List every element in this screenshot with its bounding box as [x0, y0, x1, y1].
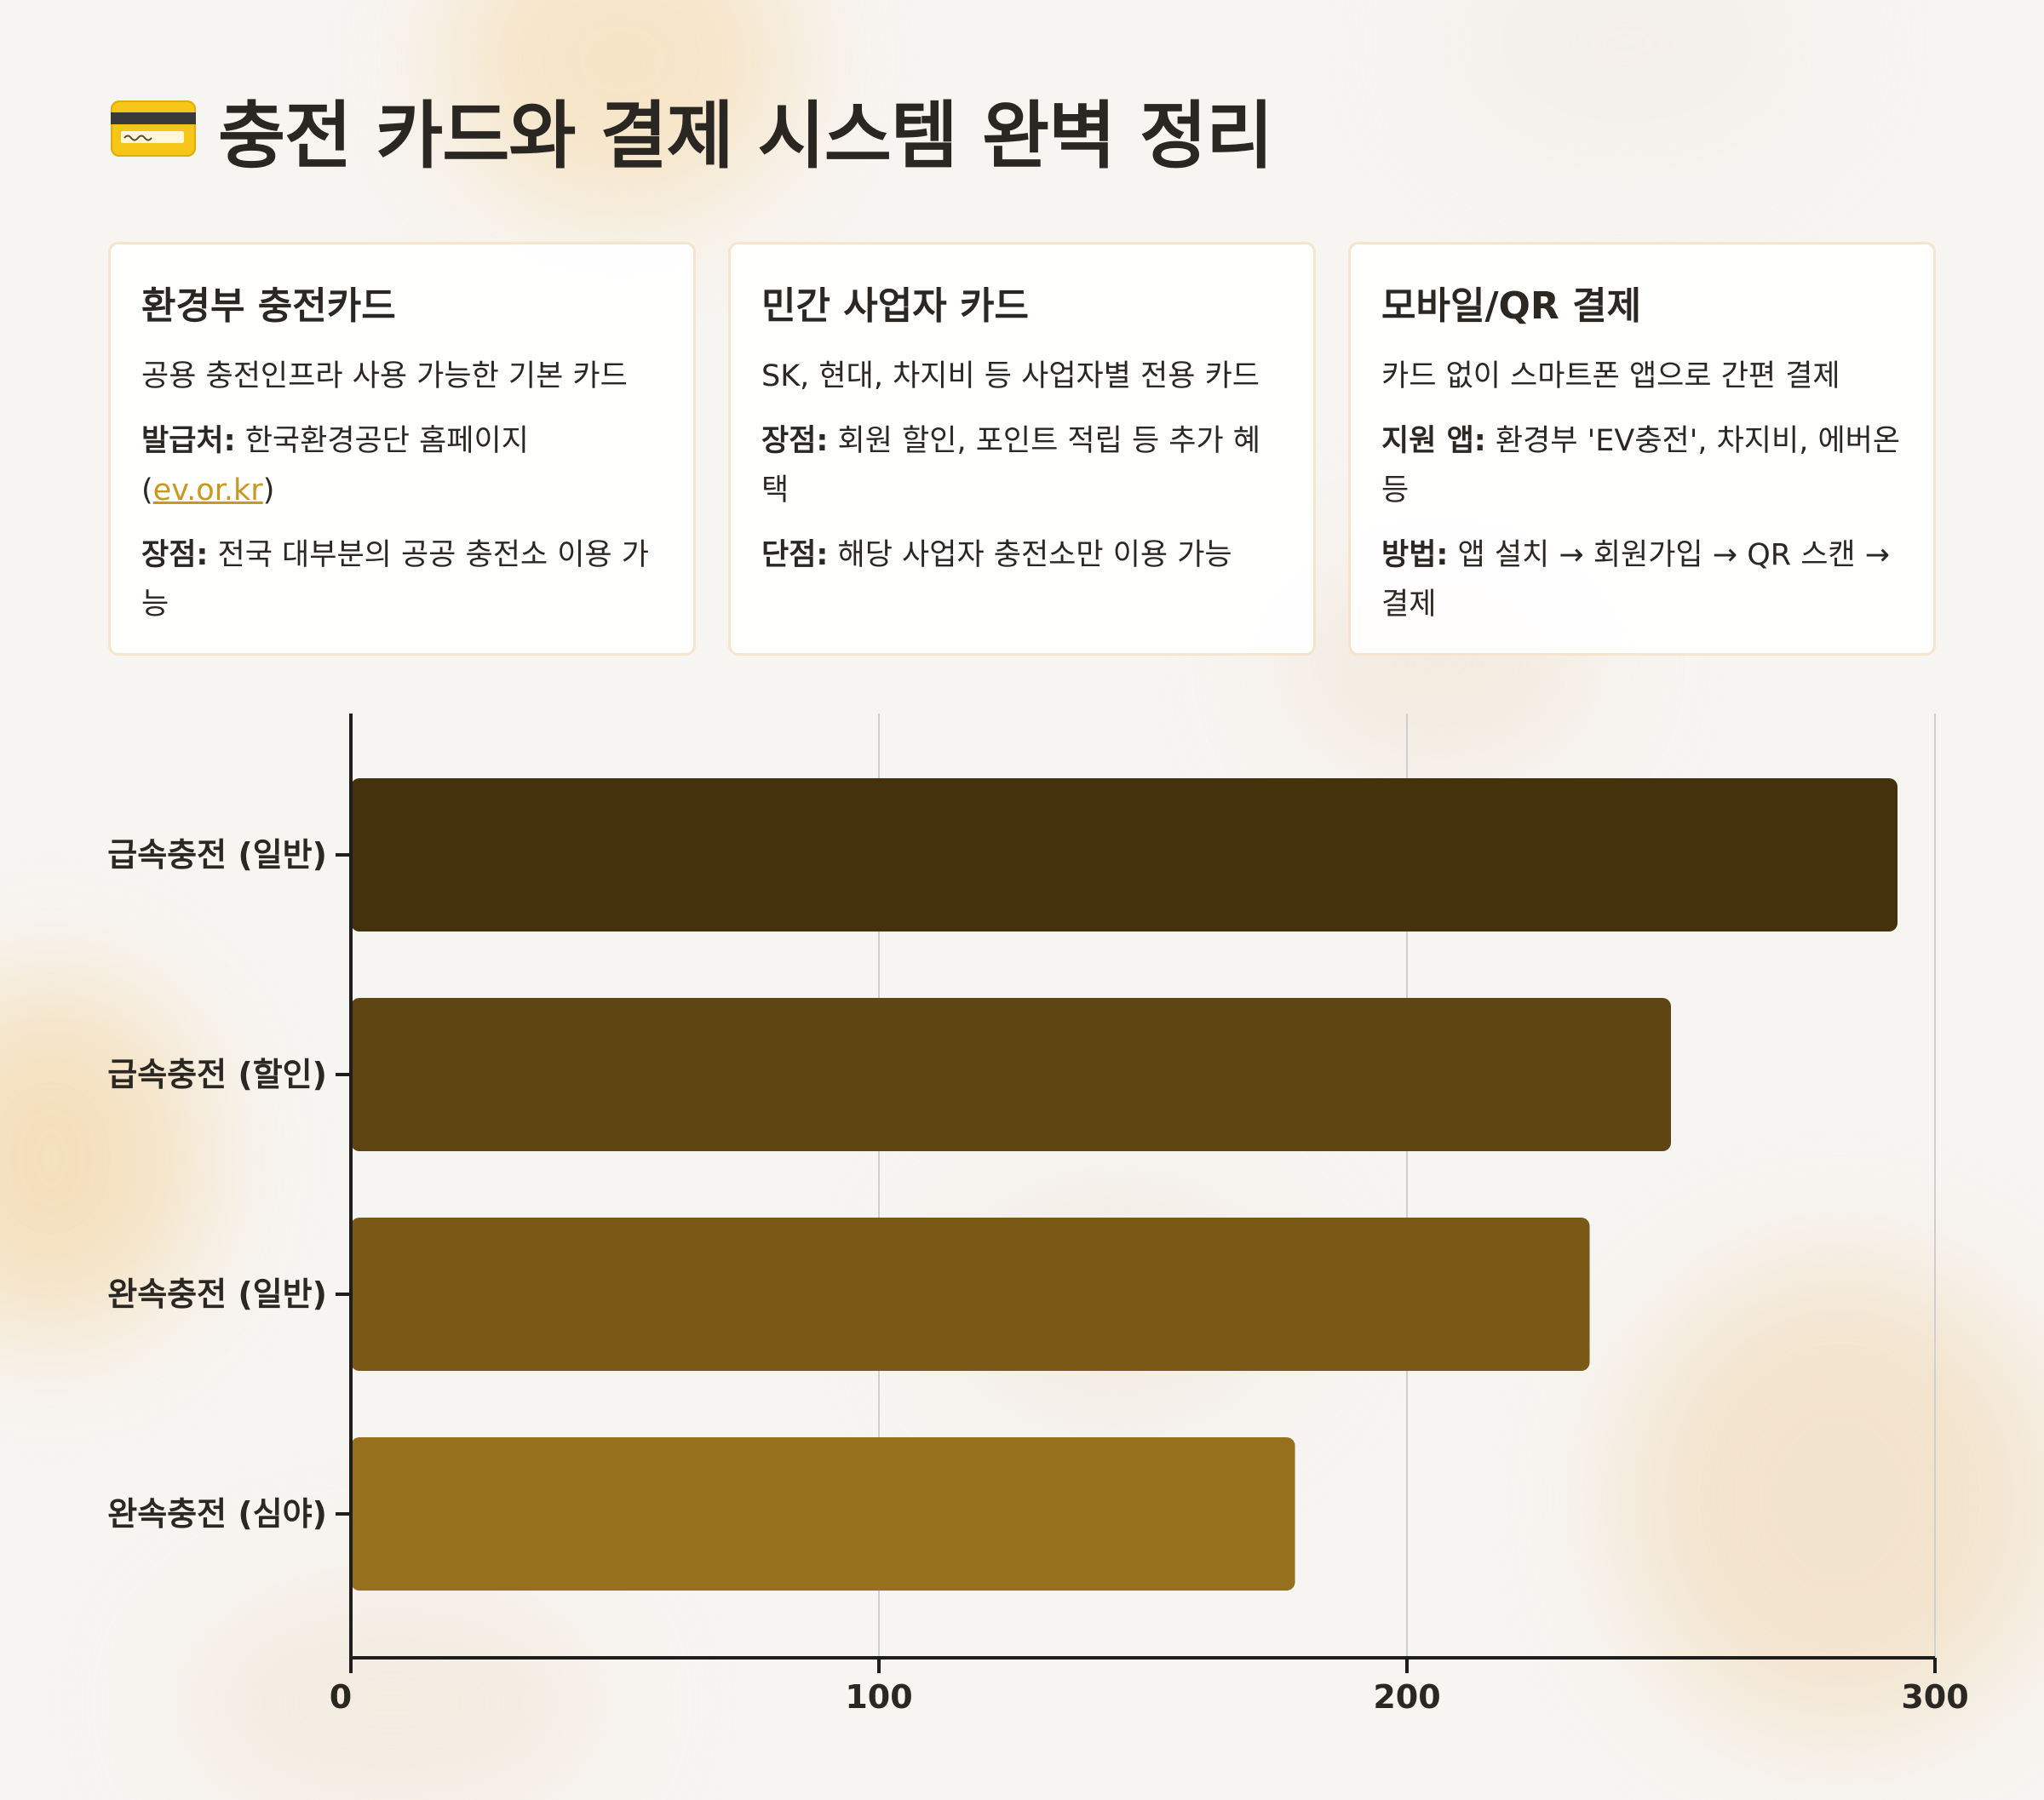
info-card-private-operator: 민간 사업자 카드 SK, 현대, 차지비 등 사업자별 전용 카드 장점: 회…: [728, 242, 1316, 656]
x-tick-label: 200: [1373, 1678, 1440, 1716]
info-card-environment-ministry: 환경부 충전카드 공용 충전인프라 사용 가능한 기본 카드 발급처: 한국환경…: [108, 242, 696, 656]
ev-site-link[interactable]: ev.or.kr: [152, 473, 263, 507]
card-description: SK, 현대, 차지비 등 사업자별 전용 카드: [761, 359, 1260, 393]
info-card-mobile-qr: 모바일/QR 결제 카드 없이 스마트폰 앱으로 간편 결제 지원 앱: 환경부…: [1348, 242, 1936, 656]
card-title: 모바일/QR 결제: [1381, 284, 1642, 328]
card-title: 민간 사업자 카드: [761, 284, 1029, 328]
credit-card-icon: [111, 100, 196, 157]
category-label: 급속충전 (일반): [107, 836, 327, 874]
page-title: 충전 카드와 결제 시스템 완벽 정리: [218, 93, 1273, 179]
card-issuer: 발급처: 한국환경공단 홈페이지 (ev.or.kr): [141, 424, 529, 507]
header: 충전 카드와 결제 시스템 완벽 정리: [111, 82, 1273, 179]
bar: [351, 1218, 1590, 1371]
card-description: 공용 충전인프라 사용 가능한 기본 카드: [141, 359, 628, 393]
card-supported-apps: 지원 앱: 환경부 'EV충전', 차지비, 에버온 등: [1381, 424, 1901, 507]
bar: [351, 778, 1898, 932]
category-label: 완속충전 (일반): [107, 1275, 327, 1313]
card-advantage: 장점: 전국 대부분의 공공 충전소 이용 가능: [141, 538, 649, 622]
card-disadvantage: 단점: 해당 사업자 충전소만 이용 가능: [761, 538, 1232, 572]
x-tick-label: 0: [330, 1678, 352, 1716]
card-title: 환경부 충전카드: [141, 284, 396, 328]
category-label: 완속충전 (심야): [107, 1495, 327, 1533]
category-label: 급속충전 (할인): [107, 1056, 327, 1093]
bar: [351, 998, 1671, 1151]
x-tick-label: 300: [1901, 1678, 1968, 1716]
card-method: 방법: 앱 설치 → 회원가입 → QR 스캔 → 결제: [1381, 538, 1891, 622]
card-description: 카드 없이 스마트폰 앱으로 간편 결제: [1381, 359, 1840, 393]
x-tick-label: 100: [845, 1678, 912, 1716]
card-advantage: 장점: 회원 할인, 포인트 적립 등 추가 혜택: [761, 424, 1261, 507]
bar: [351, 1437, 1295, 1591]
